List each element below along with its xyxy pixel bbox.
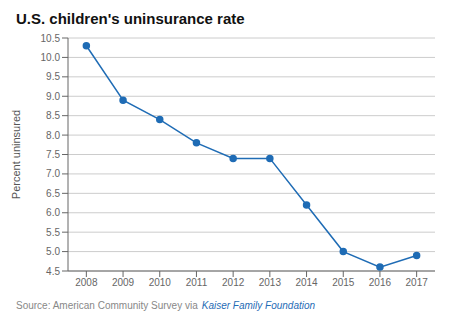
svg-text:5.0: 5.0	[46, 246, 60, 257]
html-text:Source: American Community Sur: Source: American Community Survey via Ka…	[16, 300, 316, 311]
svg-text:Percent uninsured: Percent uninsured	[10, 110, 22, 199]
html-text:U.S. children's uninsurance ra: U.S. children's uninsurance rate	[16, 10, 245, 27]
svg-text:2009: 2009	[112, 277, 135, 288]
svg-text:8.0: 8.0	[46, 130, 60, 141]
svg-text:2010: 2010	[149, 277, 172, 288]
svg-text:10.0: 10.0	[41, 52, 61, 63]
svg-text:2014: 2014	[295, 277, 318, 288]
svg-text:2013: 2013	[259, 277, 282, 288]
svg-text:7.5: 7.5	[46, 149, 60, 160]
svg-text:6.5: 6.5	[46, 188, 60, 199]
svg-text:9.0: 9.0	[46, 91, 60, 102]
svg-text:2011: 2011	[186, 277, 208, 288]
svg-text:2008: 2008	[75, 277, 98, 288]
svg-text:6.0: 6.0	[46, 207, 60, 218]
svg-text:2012: 2012	[222, 277, 245, 288]
svg-text:10.5: 10.5	[41, 33, 61, 44]
svg-text:2016: 2016	[369, 277, 392, 288]
svg-text:2015: 2015	[332, 277, 355, 288]
svg-text:2017: 2017	[406, 277, 429, 288]
svg-text:9.5: 9.5	[46, 71, 60, 82]
svg-text:7.0: 7.0	[46, 168, 60, 179]
svg-text:8.5: 8.5	[46, 110, 60, 121]
svg-text:5.5: 5.5	[46, 227, 60, 238]
svg-text:4.5: 4.5	[46, 266, 60, 277]
